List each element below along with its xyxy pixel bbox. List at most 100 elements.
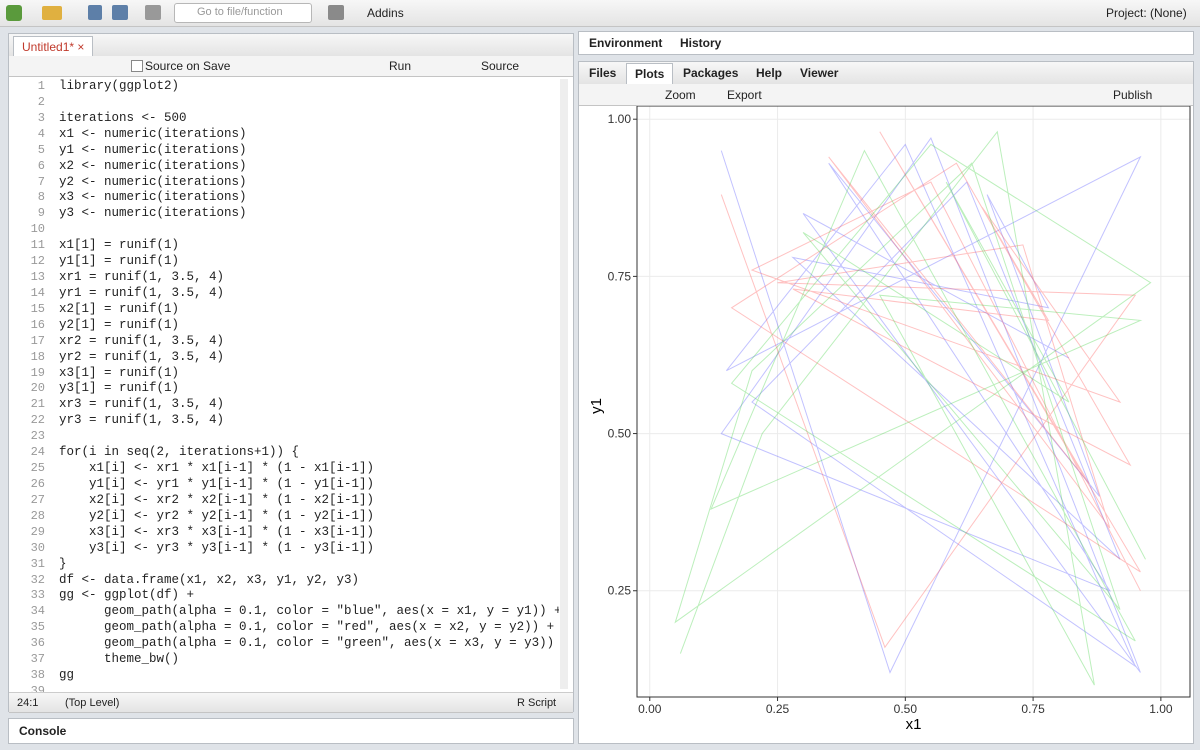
cursor-position: 24:1: [17, 697, 39, 709]
line-number: 9: [37, 206, 45, 221]
go-to-placeholder: Go to file/function: [197, 6, 283, 18]
code-line: y1 <- numeric(iterations): [59, 142, 247, 157]
code-line: y2 <- numeric(iterations): [59, 174, 247, 189]
line-number: 32: [30, 572, 45, 587]
code-line: x2 <- numeric(iterations): [59, 158, 247, 173]
code-line: xr3 = runif(1, 3.5, 4): [59, 397, 225, 412]
pane-tab[interactable]: Plots: [626, 63, 674, 84]
run-button[interactable]: Run: [389, 59, 412, 73]
code-line: x2[i] <- xr2 * x2[i-1] * (1 - x2[i-1]): [59, 492, 375, 507]
y-tick-label: 1.00: [608, 112, 632, 126]
source-button[interactable]: Source: [481, 59, 520, 73]
code-line: yr1 = runif(1, 3.5, 4): [59, 285, 225, 300]
line-number: 15: [30, 301, 45, 316]
line-number: 38: [30, 668, 45, 683]
console-pane: Console: [8, 718, 574, 744]
editor-tabbar: Untitled1* ×: [9, 34, 573, 57]
code-line: y1[i] <- yr1 * y1[i-1] * (1 - y1[i-1]): [59, 477, 375, 491]
code-line: geom_path(alpha = 0.1, color = "red", ae…: [59, 620, 555, 635]
panel: [637, 106, 1190, 697]
code-line: x1[i] <- xr1 * x1[i-1] * (1 - x1[i-1]): [59, 461, 375, 476]
editor-tab[interactable]: Untitled1* ×: [13, 36, 94, 57]
zoom-button[interactable]: Zoom: [665, 88, 696, 102]
x-tick-label: 0.50: [894, 702, 918, 716]
go-to-box[interactable]: Go to file/function: [174, 3, 312, 23]
editor-tab-label: Untitled1*: [22, 40, 75, 54]
y-tick-label: 0.25: [608, 584, 632, 598]
panel-border: [636, 106, 1191, 698]
status-bar: 24:1 (Top Level) R Script: [9, 692, 573, 713]
line-number: 5: [37, 142, 45, 157]
line-number: 14: [30, 285, 45, 300]
code-line: yr2 = runif(1, 3.5, 4): [59, 349, 225, 364]
x-tick-label: 0.25: [766, 702, 790, 716]
code-line: y3 <- numeric(iterations): [59, 206, 247, 221]
pane-tab[interactable]: Help: [756, 66, 783, 80]
line-number: 2: [37, 94, 45, 109]
code-line: xr1 = runif(1, 3.5, 4): [59, 270, 225, 285]
y-tick-label: 0.75: [608, 269, 632, 283]
line-number: 33: [30, 588, 45, 603]
y-tick-label: 0.50: [608, 427, 632, 441]
code-line: geom_path(alpha = 0.1, color = "blue", a…: [59, 604, 559, 619]
environment-pane: Environment History: [578, 31, 1194, 55]
code-line: }: [59, 556, 67, 571]
x-axis-title: x1: [906, 716, 922, 733]
line-number: 8: [37, 190, 45, 205]
scope-menu[interactable]: (Top Level): [65, 697, 120, 709]
pane-tab[interactable]: Environment: [589, 36, 663, 50]
code-line: x3 <- numeric(iterations): [59, 190, 247, 205]
line-number: 25: [30, 461, 45, 476]
print-icon[interactable]: [145, 5, 161, 20]
editor-pane: Untitled1* × Source on Save Run Source 1…: [8, 33, 574, 713]
code-line: y2[i] <- yr2 * y2[i-1] * (1 - y2[i-1]): [59, 508, 375, 523]
line-number: 26: [30, 477, 45, 491]
main-toolbar: Go to file/function Addins Project: (Non…: [0, 0, 1200, 27]
code-line: geom_path(alpha = 0.1, color = "green", …: [59, 636, 559, 651]
pane-tab[interactable]: Viewer: [800, 66, 839, 80]
line-number: 36: [30, 636, 45, 651]
series-path: [720, 131, 1141, 649]
line-number: 3: [37, 110, 45, 125]
line-number: 35: [30, 620, 45, 635]
file-type-menu[interactable]: R Script: [517, 697, 557, 709]
line-number: 30: [30, 540, 45, 555]
pane-tab[interactable]: History: [680, 36, 722, 50]
bottom-right-tabs: Files Plots Packages Help Viewer: [579, 63, 979, 84]
publish-button[interactable]: Publish: [1113, 88, 1153, 102]
line-number: 34: [30, 604, 45, 619]
new-file-icon[interactable]: [6, 5, 22, 21]
open-icon[interactable]: [42, 6, 62, 20]
project-menu[interactable]: Project: (None): [1106, 6, 1187, 20]
line-number: 7: [37, 174, 45, 189]
line-number: 11: [30, 238, 45, 253]
code-line: y1[1] = runif(1): [59, 254, 180, 269]
line-number: 1: [37, 79, 45, 93]
x-tick-label: 1.00: [1149, 702, 1173, 716]
code-line: for(i in seq(2, iterations+1)) {: [59, 445, 300, 460]
code-line: x1 <- numeric(iterations): [59, 126, 247, 141]
scrollbar[interactable]: [560, 79, 568, 689]
line-number: 28: [30, 508, 45, 523]
source-on-save-checkbox[interactable]: [131, 60, 143, 72]
line-number: 10: [30, 222, 45, 237]
save-icon[interactable]: [88, 5, 102, 20]
console-title[interactable]: Console: [19, 724, 67, 738]
addins-menu[interactable]: Addins: [367, 6, 404, 20]
save-all-icon[interactable]: [112, 5, 128, 20]
series-path: [674, 130, 1152, 686]
layout-icon[interactable]: [328, 5, 344, 20]
pane-tab[interactable]: Packages: [683, 66, 739, 80]
code-area[interactable]: 1 library(ggplot2) 2 3 iterations <- 500 4 x1 …: [9, 77, 559, 692]
line-number: 18: [30, 349, 45, 364]
export-button[interactable]: Export: [727, 88, 762, 102]
pane-tab[interactable]: Files: [589, 66, 617, 80]
files-tabbar: Files Plots Packages Help Viewer: [579, 62, 1193, 85]
code-line: x3[1] = runif(1): [59, 365, 180, 380]
source-on-save-label: Source on Save: [145, 59, 231, 73]
line-number: 37: [30, 652, 45, 667]
code-line: x3[i] <- xr3 * x3[i-1] * (1 - x3[i-1]): [59, 524, 375, 539]
code-line: gg: [59, 668, 75, 683]
plot: 0.00 0.25 0.50 0.75 1.00 0.25 0.50 0.75 1.00 x1 y1: [579, 106, 1191, 742]
